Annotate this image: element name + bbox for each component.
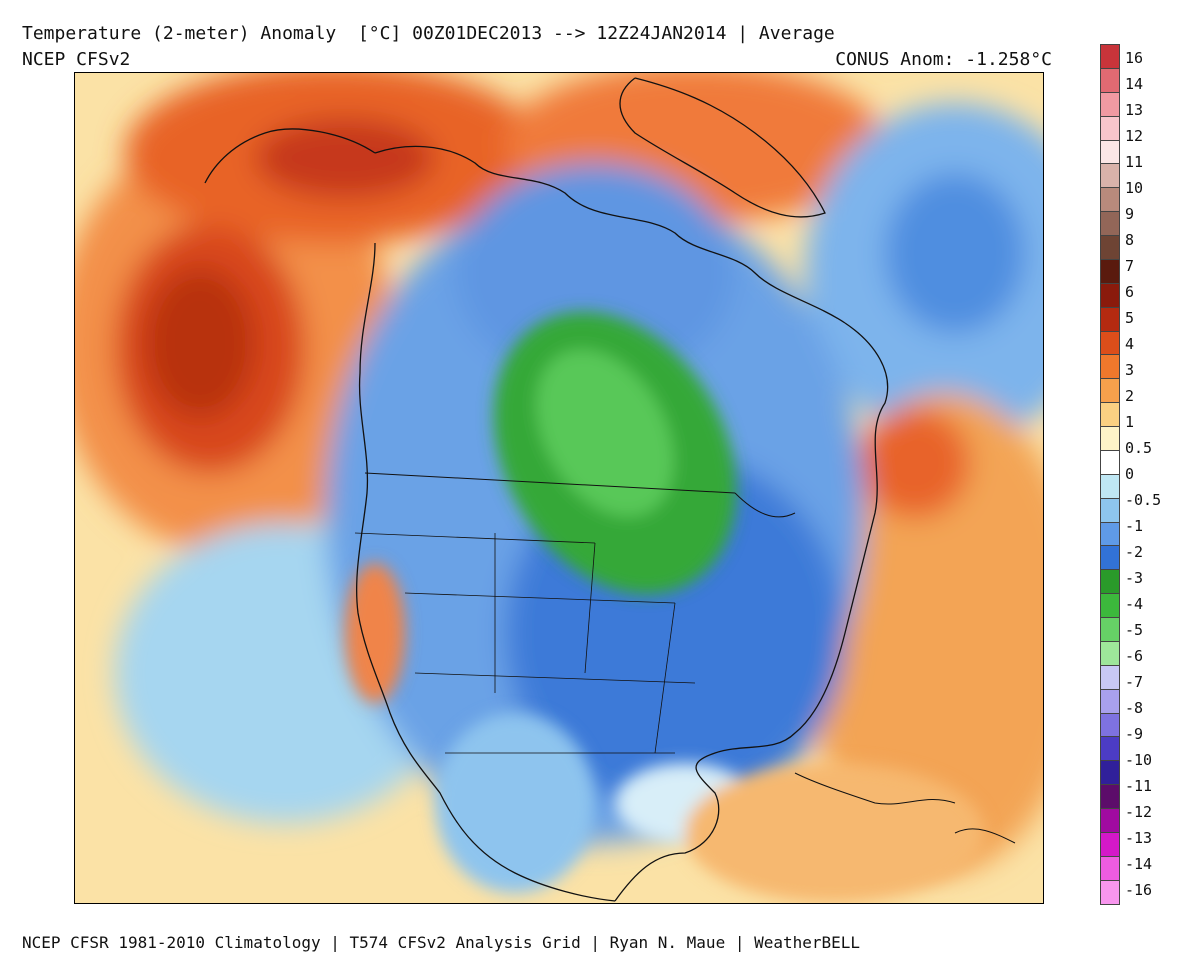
colorbar-label: -5 — [1125, 621, 1144, 639]
colorbar-label: -13 — [1125, 829, 1153, 847]
canada-cold-inner — [536, 349, 674, 517]
colorbar-swatch — [1100, 44, 1120, 68]
colorbar-label: -1 — [1125, 517, 1144, 535]
footer-credit: NCEP CFSR 1981-2010 Climatology | T574 C… — [22, 933, 861, 952]
colorbar-label: -7 — [1125, 673, 1144, 691]
colorbar-label: -0.5 — [1125, 491, 1162, 509]
colorbar-label: 0 — [1125, 465, 1135, 483]
colorbar-swatch — [1100, 258, 1120, 283]
colorbar-swatch — [1100, 808, 1120, 832]
colorbar-swatch — [1100, 688, 1120, 713]
colorbar-swatch — [1100, 497, 1120, 522]
conus-anomaly-value: CONUS Anom: -1.258°C — [835, 49, 1052, 70]
colorbar-label: 14 — [1125, 75, 1144, 93]
colorbar-label: -16 — [1125, 881, 1153, 899]
colorbar-label: 11 — [1125, 153, 1144, 171]
colorbar-swatch — [1100, 569, 1120, 594]
colorbar-label: -8 — [1125, 699, 1144, 717]
colorbar-swatch — [1100, 736, 1120, 761]
colorbar-swatch — [1100, 67, 1120, 92]
colorbar-label: 16 — [1125, 49, 1144, 67]
colorbar-label: 7 — [1125, 257, 1135, 275]
california-warm — [345, 563, 405, 703]
atlantic-cool-core — [885, 173, 1025, 333]
colorbar-swatch — [1100, 139, 1120, 164]
colorbar-swatch — [1100, 187, 1120, 212]
colorbar-swatch — [1100, 235, 1120, 259]
colorbar-swatch — [1100, 449, 1120, 474]
anomaly-map — [74, 72, 1044, 904]
colorbar-label: 10 — [1125, 179, 1144, 197]
colorbar-label: -12 — [1125, 803, 1153, 821]
colorbar-label: 6 — [1125, 283, 1135, 301]
colorbar — [1100, 44, 1120, 905]
pacific-hot-core — [145, 268, 255, 418]
colorbar-label: 1 — [1125, 413, 1135, 431]
colorbar-swatch — [1100, 91, 1120, 116]
colorbar-label: -11 — [1125, 777, 1153, 795]
colorbar-label: -9 — [1125, 725, 1144, 743]
colorbar-swatch — [1100, 282, 1120, 307]
caribbean-warm — [685, 763, 985, 903]
colorbar-label: -10 — [1125, 751, 1153, 769]
colorbar-swatch — [1100, 115, 1120, 140]
colorbar-label: 13 — [1125, 101, 1144, 119]
colorbar-label: 12 — [1125, 127, 1144, 145]
colorbar-swatch — [1100, 378, 1120, 403]
colorbar-swatch — [1100, 831, 1120, 856]
colorbar-swatch — [1100, 211, 1120, 235]
colorbar-label: 8 — [1125, 231, 1135, 249]
map-title: Temperature (2-meter) Anomaly [°C] 00Z01… — [22, 23, 835, 44]
mexico-cool — [435, 713, 595, 893]
colorbar-swatch — [1100, 163, 1120, 188]
colorbar-swatch — [1100, 784, 1120, 808]
colorbar-label: -6 — [1125, 647, 1144, 665]
colorbar-label: 4 — [1125, 335, 1135, 353]
arctic-cold — [455, 163, 735, 383]
colorbar-label: -3 — [1125, 569, 1144, 587]
alaska-hot-core — [255, 118, 435, 198]
colorbar-swatch — [1100, 521, 1120, 546]
colorbar-swatch — [1100, 640, 1120, 665]
colorbar-swatch — [1100, 545, 1120, 570]
colorbar-label: 5 — [1125, 309, 1135, 327]
colorbar-swatch — [1100, 855, 1120, 880]
colorbar-swatch — [1100, 330, 1120, 355]
colorbar-label: 0.5 — [1125, 439, 1153, 457]
colorbar-swatch — [1100, 879, 1120, 905]
colorbar-swatch — [1100, 426, 1120, 450]
colorbar-label: 2 — [1125, 387, 1135, 405]
coastlines — [204, 77, 1016, 902]
model-name: NCEP CFSv2 — [22, 49, 131, 70]
colorbar-label: -4 — [1125, 595, 1144, 613]
colorbar-swatch — [1100, 712, 1120, 737]
colorbar-label: 9 — [1125, 205, 1135, 223]
colorbar-swatch — [1100, 473, 1120, 498]
colorbar-label: 3 — [1125, 361, 1135, 379]
colorbar-label: -14 — [1125, 855, 1153, 873]
colorbar-swatch — [1100, 617, 1120, 641]
colorbar-swatch — [1100, 593, 1120, 617]
atlantic-warm-core — [860, 408, 970, 518]
colorbar-swatch — [1100, 664, 1120, 689]
colorbar-label: -2 — [1125, 543, 1144, 561]
colorbar-swatch — [1100, 354, 1120, 379]
colorbar-swatch — [1100, 402, 1120, 426]
colorbar-swatch — [1100, 760, 1120, 785]
colorbar-swatch — [1100, 306, 1120, 331]
